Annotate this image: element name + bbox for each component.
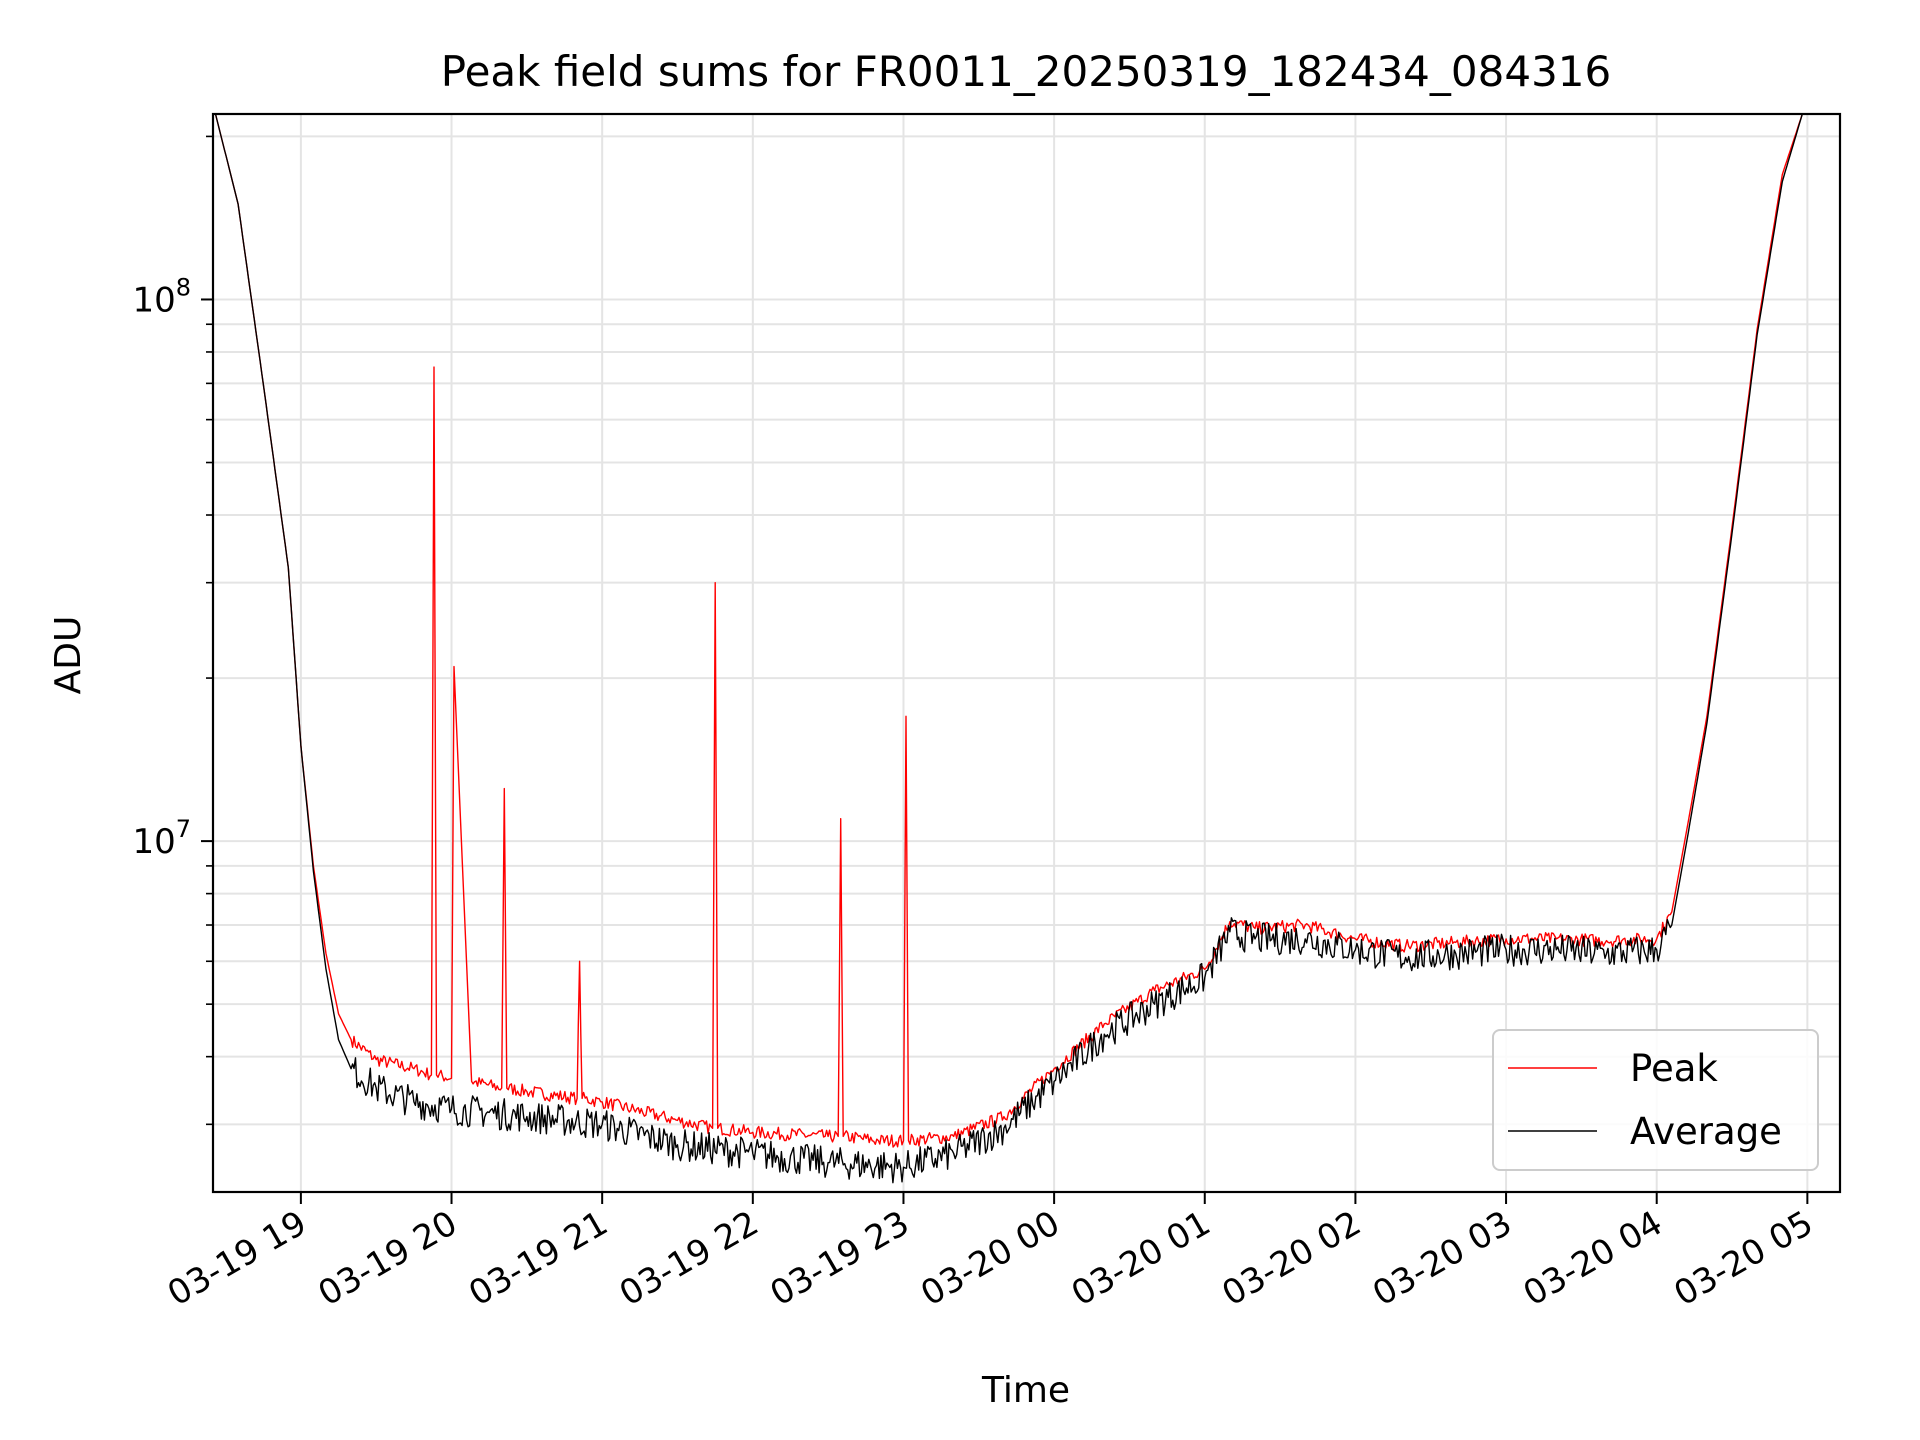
legend-box — [1492, 1029, 1819, 1171]
plot-frame — [211, 112, 1842, 1194]
legend: Peak Average — [1492, 1029, 1819, 1171]
legend-label-average: Average — [1630, 1110, 1782, 1153]
chart-title: Peak field sums for FR0011_20250319_1824… — [441, 47, 1611, 96]
legend-label-peak: Peak — [1630, 1047, 1718, 1090]
x-axis-label: Time — [981, 1370, 1070, 1411]
series-line-average — [214, 114, 1803, 1184]
y-tick-exponent: 8 — [176, 273, 191, 301]
y-tick-exponent: 7 — [176, 815, 191, 843]
y-axis-label: ADU — [48, 616, 89, 695]
series-group — [214, 114, 1803, 1184]
